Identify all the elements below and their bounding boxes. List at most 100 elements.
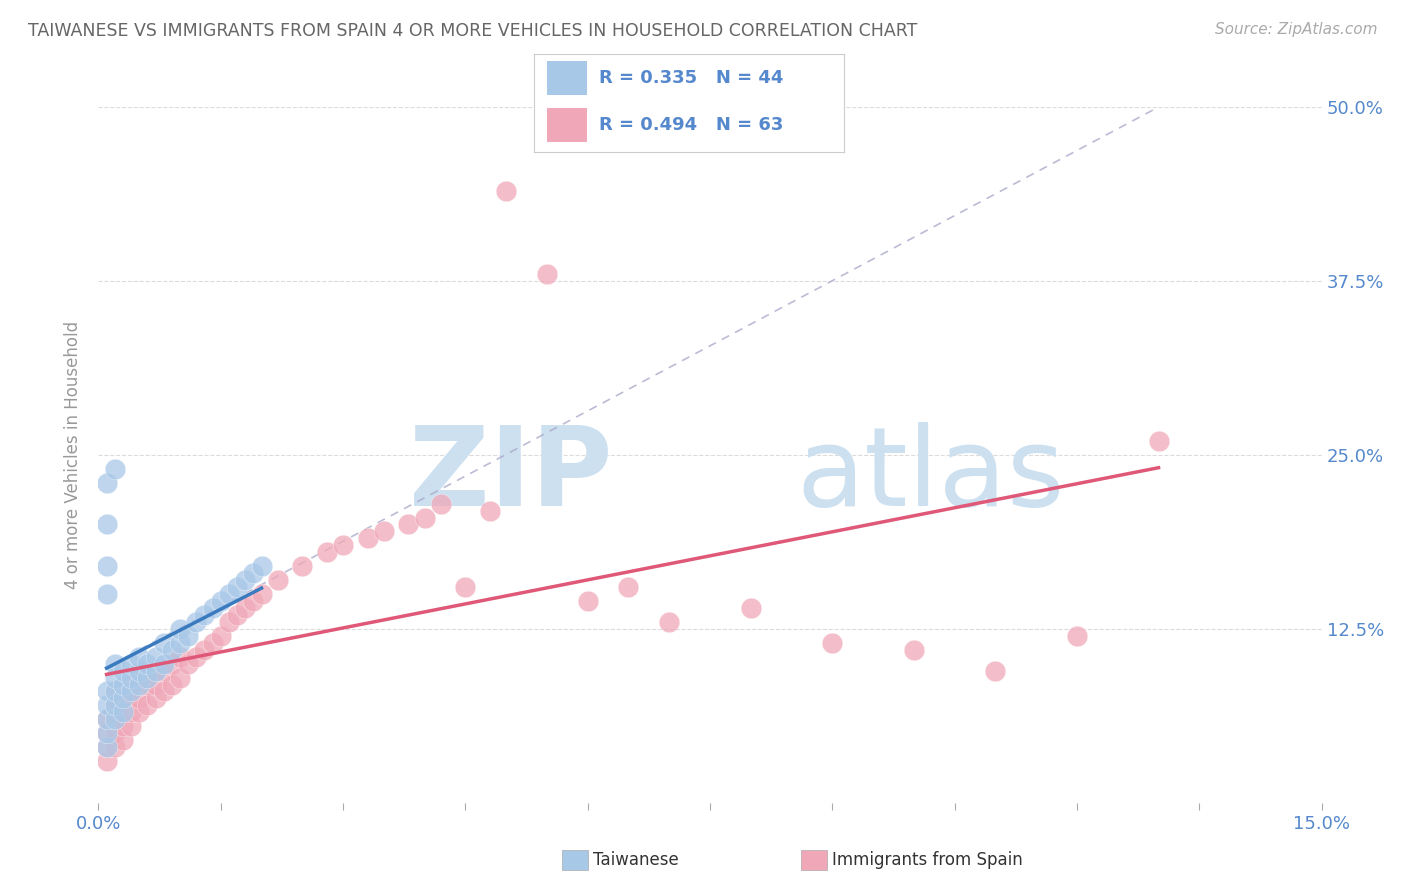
Point [136, 657, 159, 671]
Point [1147, 434, 1170, 448]
Point [356, 532, 378, 546]
Point [233, 601, 256, 615]
Point [160, 657, 183, 671]
Point [104, 684, 127, 698]
Point [242, 566, 264, 581]
Point [120, 671, 142, 685]
Point [233, 573, 256, 587]
Point [226, 607, 249, 622]
Point [478, 503, 501, 517]
Point [111, 691, 134, 706]
Point [96, 475, 118, 490]
Point [111, 664, 134, 678]
Point [120, 691, 142, 706]
Point [96, 740, 118, 755]
Point [267, 573, 290, 587]
Point [145, 649, 167, 664]
Point [250, 587, 273, 601]
Point [128, 649, 150, 664]
Point [396, 517, 419, 532]
Point [413, 510, 436, 524]
Point [111, 719, 134, 733]
Point [201, 636, 224, 650]
Point [430, 497, 453, 511]
Point [658, 615, 681, 629]
Point [96, 712, 118, 726]
Point [96, 740, 118, 755]
Point [128, 706, 150, 720]
Point [145, 664, 167, 678]
Point [120, 719, 142, 733]
Point [128, 664, 150, 678]
FancyBboxPatch shape [547, 109, 586, 142]
Point [903, 642, 925, 657]
Point [96, 712, 118, 726]
Point [111, 706, 134, 720]
Text: Source: ZipAtlas.com: Source: ZipAtlas.com [1215, 22, 1378, 37]
Point [152, 664, 174, 678]
Point [104, 462, 127, 476]
Point [96, 698, 118, 713]
Point [120, 684, 142, 698]
Point [128, 671, 150, 685]
Text: Taiwanese: Taiwanese [593, 851, 679, 869]
Point [152, 684, 174, 698]
Point [495, 184, 517, 198]
Point [536, 267, 558, 281]
Point [136, 677, 159, 691]
Text: R = 0.494   N = 63: R = 0.494 N = 63 [599, 116, 783, 134]
Point [111, 677, 134, 691]
Point [740, 601, 762, 615]
Point [186, 649, 208, 664]
Point [96, 726, 118, 740]
Point [104, 671, 127, 685]
Point [136, 698, 159, 713]
FancyBboxPatch shape [547, 62, 586, 95]
Point [454, 580, 477, 594]
Text: Immigrants from Spain: Immigrants from Spain [832, 851, 1024, 869]
Point [104, 726, 127, 740]
Point [373, 524, 395, 539]
Point [145, 691, 167, 706]
Text: TAIWANESE VS IMMIGRANTS FROM SPAIN 4 OR MORE VEHICLES IN HOUSEHOLD CORRELATION C: TAIWANESE VS IMMIGRANTS FROM SPAIN 4 OR … [28, 22, 918, 40]
Point [104, 740, 127, 755]
Point [96, 559, 118, 574]
Point [111, 733, 134, 747]
Point [984, 664, 1007, 678]
Point [104, 684, 127, 698]
Point [250, 559, 273, 574]
Point [218, 587, 240, 601]
Point [315, 545, 337, 559]
Point [209, 629, 232, 643]
Point [104, 698, 127, 713]
Point [145, 664, 167, 678]
Point [193, 607, 215, 622]
Point [218, 615, 240, 629]
Point [177, 657, 200, 671]
Point [96, 754, 118, 768]
Point [111, 706, 134, 720]
Point [152, 657, 174, 671]
Text: R = 0.335   N = 44: R = 0.335 N = 44 [599, 69, 783, 87]
Point [186, 615, 208, 629]
Point [152, 636, 174, 650]
Point [96, 517, 118, 532]
Point [104, 712, 127, 726]
Point [821, 636, 844, 650]
Point [291, 559, 314, 574]
Point [120, 706, 142, 720]
Point [104, 657, 127, 671]
Point [201, 601, 224, 615]
Point [96, 726, 118, 740]
Point [96, 587, 118, 601]
Point [169, 671, 191, 685]
Point [160, 642, 183, 657]
Point [169, 649, 191, 664]
Point [169, 622, 191, 636]
Point [177, 629, 200, 643]
Y-axis label: 4 or more Vehicles in Household: 4 or more Vehicles in Household [65, 321, 83, 589]
Point [136, 671, 159, 685]
Point [120, 657, 142, 671]
Point [104, 712, 127, 726]
Point [104, 698, 127, 713]
